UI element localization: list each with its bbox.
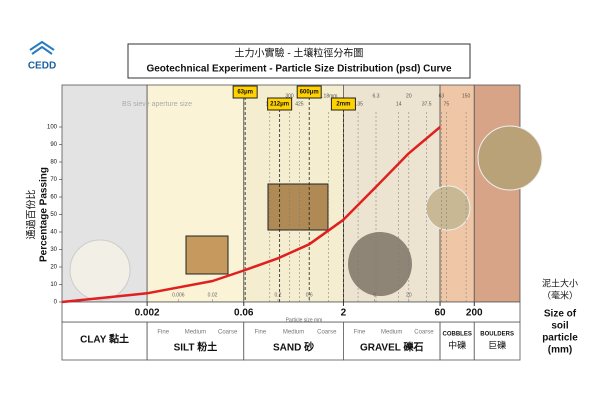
x-label: (mm) [548, 345, 572, 356]
sieve-mark-label: 20 [406, 93, 412, 99]
photo-clay [69, 239, 131, 301]
class-name: SILT 粉土 [174, 341, 218, 354]
sub-class: Coarse [414, 330, 434, 336]
sub-class: Fine [157, 330, 169, 336]
minor-x-tick-label: 20 [406, 292, 412, 298]
sieve-mark-label: 3.35 [353, 101, 363, 107]
x-label: Size of [544, 309, 577, 320]
x-label-zh: （毫米） [542, 289, 578, 300]
sieve-mark-label: 75 [444, 101, 450, 107]
zones [61, 84, 543, 361]
sieve-box-label: 63μm [237, 90, 253, 96]
sub-class: Coarse [218, 330, 238, 336]
sub-class: Coarse [317, 330, 337, 336]
sub-class: Medium [381, 330, 402, 336]
sieve-mark-label: 300 [285, 93, 294, 99]
class-name: CLAY 黏土 [80, 333, 129, 346]
y-tick-label: 90 [50, 142, 57, 148]
class-cell [146, 321, 245, 361]
class-name: BOULDERS [480, 332, 514, 338]
sieve-label: BS sieve aperture size [122, 101, 192, 108]
minor-x-tick-label: 0.02 [208, 292, 218, 298]
x-tick-label: 0.002 [135, 308, 160, 319]
sieve-box [330, 97, 356, 111]
y-tick-label: 80 [50, 160, 57, 166]
sub-class: Fine [354, 330, 366, 336]
sieve-box [267, 97, 293, 111]
psd-curve [61, 126, 441, 304]
logo-text: CEDD [28, 61, 56, 72]
y-tick-label: 10 [50, 282, 57, 288]
y-tick-label: 20 [50, 265, 57, 271]
class-name: GRAVEL 礫石 [360, 341, 424, 354]
x-label: soil [551, 321, 568, 332]
title-zh: 土力小實驗 - 土壤粒徑分布圖 [235, 47, 364, 60]
logo: CEDD [28, 40, 56, 72]
title-en: Geotechnical Experiment - Particle Size … [146, 64, 452, 75]
y-label-zh: 通過百份比 [26, 190, 38, 240]
minor-x-tick-label: 0.6 [306, 292, 313, 298]
sieve-box [232, 85, 258, 99]
sieve-box [296, 85, 322, 99]
class-name: SAND 砂 [273, 341, 314, 354]
title-box [127, 43, 471, 79]
x-tick-label: 0.06 [234, 308, 254, 319]
x-label: particle [542, 333, 578, 344]
y-tick-label: 70 [50, 177, 57, 183]
sieve-mark-label: 1.18mm [319, 93, 337, 99]
x-tick-label: 2 [341, 308, 347, 319]
y-tick-label: 50 [50, 212, 57, 218]
photo-boulder [477, 125, 543, 191]
sub-class: Medium [283, 330, 304, 336]
x-label-zh: 泥土大小 [542, 277, 578, 288]
minor-x-tick-label: 0.006 [172, 292, 185, 298]
x-tick-label: 60 [434, 308, 446, 319]
y-tick-label: 40 [50, 230, 57, 236]
class-name-zh: 中礫 [448, 339, 466, 350]
y-label: Percentage Passing [39, 167, 50, 262]
sub-class: Medium [185, 330, 206, 336]
sub-class: Fine [255, 330, 267, 336]
tick-row [61, 301, 521, 323]
sieve-mark-label: 14 [396, 101, 402, 107]
sieve-box-label: 212μm [270, 102, 289, 108]
x-tick-label: 200 [466, 308, 483, 319]
photo-silt [185, 235, 229, 275]
photo-gravel [348, 232, 412, 296]
minor-x-tick-label: 0.2 [275, 292, 282, 298]
class-name: COBBLES [442, 332, 471, 338]
class-name-zh: 巨礫 [488, 339, 506, 350]
class-cell [243, 321, 344, 361]
sieve-mark-label: 150 [462, 93, 471, 99]
y-tick-label: 30 [50, 247, 57, 253]
photo-cobble [425, 185, 471, 231]
y-tick-label: 60 [50, 195, 57, 201]
sieve-mark-label: 37.5 [422, 101, 432, 107]
photo-sand [267, 183, 329, 231]
sieve-mark-label: 425 [295, 101, 304, 107]
sieve-box-label: 2mm [336, 102, 350, 108]
particle-label: Particle size mm [286, 317, 323, 323]
y-tick-label: 0 [54, 300, 58, 306]
minor-x-tick-label: 6 [373, 292, 376, 298]
zone [473, 84, 521, 303]
sieve-box-label: 600μm [300, 90, 319, 96]
class-cell [473, 321, 521, 361]
sieve-mark-label: 6.3 [373, 93, 380, 99]
class-cell [343, 321, 441, 361]
sieve-mark-label: 63 [439, 93, 445, 99]
y-tick-label: 100 [47, 125, 58, 131]
